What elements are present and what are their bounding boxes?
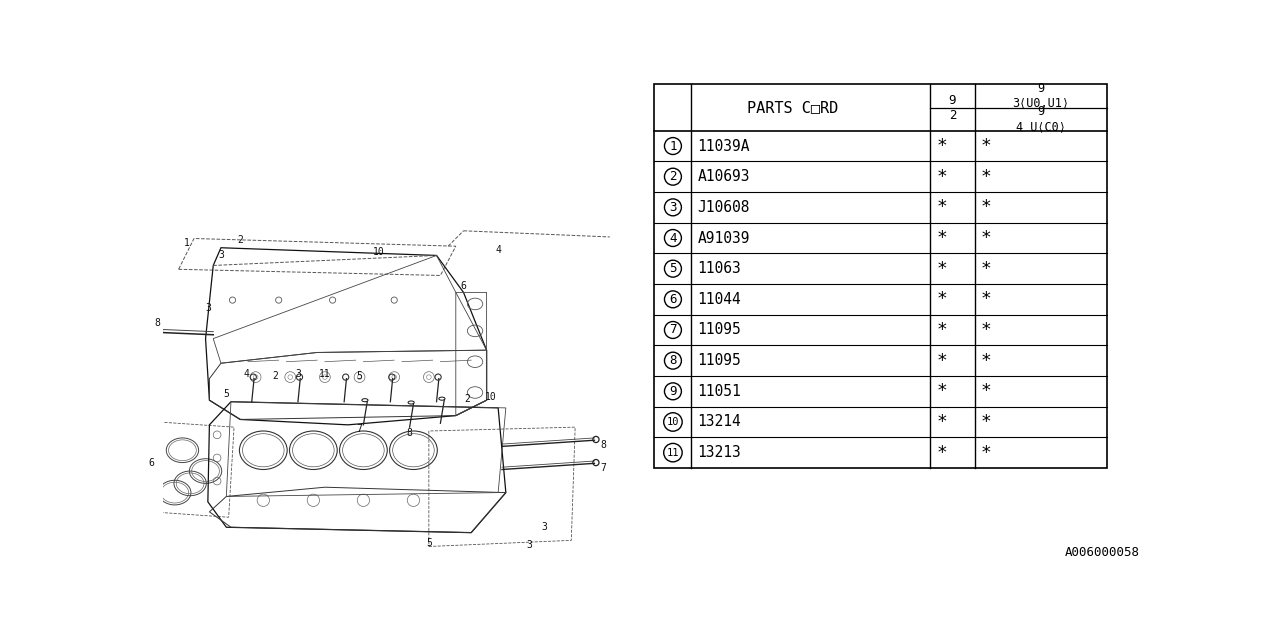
Text: 13213: 13213 — [698, 445, 741, 460]
Text: 11044: 11044 — [698, 292, 741, 307]
Text: *: * — [980, 137, 992, 155]
Text: 5: 5 — [224, 389, 229, 399]
Text: 7: 7 — [357, 424, 362, 435]
Text: 5: 5 — [669, 262, 677, 275]
Text: 11095: 11095 — [698, 323, 741, 337]
Text: 3: 3 — [294, 369, 301, 379]
Text: 9
4 U⟨C0⟩: 9 4 U⟨C0⟩ — [1016, 106, 1066, 133]
Text: *: * — [936, 168, 947, 186]
Text: *: * — [980, 291, 992, 308]
Text: 2: 2 — [465, 394, 470, 404]
Text: *: * — [980, 168, 992, 186]
Text: *: * — [936, 291, 947, 308]
Text: *: * — [936, 137, 947, 155]
Text: *: * — [980, 444, 992, 461]
Text: 2: 2 — [271, 371, 278, 381]
Text: 9
3⟨U0,U1⟩: 9 3⟨U0,U1⟩ — [1012, 83, 1070, 110]
Text: J10608: J10608 — [698, 200, 750, 215]
Text: *: * — [936, 351, 947, 370]
Text: 4: 4 — [243, 369, 250, 379]
Text: *: * — [980, 382, 992, 400]
Text: *: * — [980, 321, 992, 339]
Text: 11095: 11095 — [698, 353, 741, 368]
Text: 7: 7 — [669, 323, 677, 337]
Text: 3: 3 — [205, 303, 211, 313]
Text: *: * — [936, 260, 947, 278]
Text: *: * — [980, 260, 992, 278]
Text: 11: 11 — [667, 447, 680, 458]
Text: 10: 10 — [372, 247, 385, 257]
Text: *: * — [936, 413, 947, 431]
Text: 11063: 11063 — [698, 261, 741, 276]
Text: 11: 11 — [319, 369, 330, 379]
Text: 10: 10 — [667, 417, 680, 427]
Text: A006000058: A006000058 — [1065, 546, 1139, 559]
Text: 3: 3 — [218, 250, 224, 260]
Text: 4: 4 — [669, 232, 677, 244]
Text: 10: 10 — [485, 392, 497, 402]
Text: 8: 8 — [669, 354, 677, 367]
Text: 1: 1 — [183, 238, 189, 248]
Text: 11051: 11051 — [698, 384, 741, 399]
Text: 4: 4 — [495, 245, 500, 255]
Text: 3: 3 — [541, 522, 548, 532]
Text: 6: 6 — [461, 281, 466, 291]
Text: 6: 6 — [669, 293, 677, 306]
Text: 6: 6 — [148, 458, 155, 468]
Text: *: * — [980, 351, 992, 370]
Text: 13214: 13214 — [698, 415, 741, 429]
Text: 7: 7 — [600, 463, 607, 473]
Text: *: * — [936, 198, 947, 216]
Text: 11039A: 11039A — [698, 138, 750, 154]
Text: 3: 3 — [669, 201, 677, 214]
Text: 9
2: 9 2 — [948, 93, 956, 122]
Text: 2: 2 — [669, 170, 677, 183]
Text: A10693: A10693 — [698, 169, 750, 184]
Text: 8: 8 — [407, 428, 412, 438]
Text: *: * — [980, 413, 992, 431]
Text: *: * — [936, 382, 947, 400]
Text: 3: 3 — [526, 540, 532, 550]
Text: 2: 2 — [237, 235, 243, 245]
Text: *: * — [980, 229, 992, 247]
Text: *: * — [936, 229, 947, 247]
Text: 5: 5 — [426, 538, 431, 548]
Text: A91039: A91039 — [698, 230, 750, 246]
Text: 8: 8 — [154, 318, 160, 328]
Text: 9: 9 — [669, 385, 677, 398]
Text: 8: 8 — [600, 440, 607, 450]
Bar — [654, 84, 1107, 468]
Text: *: * — [936, 321, 947, 339]
Text: *: * — [936, 444, 947, 461]
Text: *: * — [980, 198, 992, 216]
Text: PARTS C□RD: PARTS C□RD — [746, 100, 838, 115]
Text: 1: 1 — [669, 140, 677, 152]
Text: 5: 5 — [357, 371, 362, 381]
